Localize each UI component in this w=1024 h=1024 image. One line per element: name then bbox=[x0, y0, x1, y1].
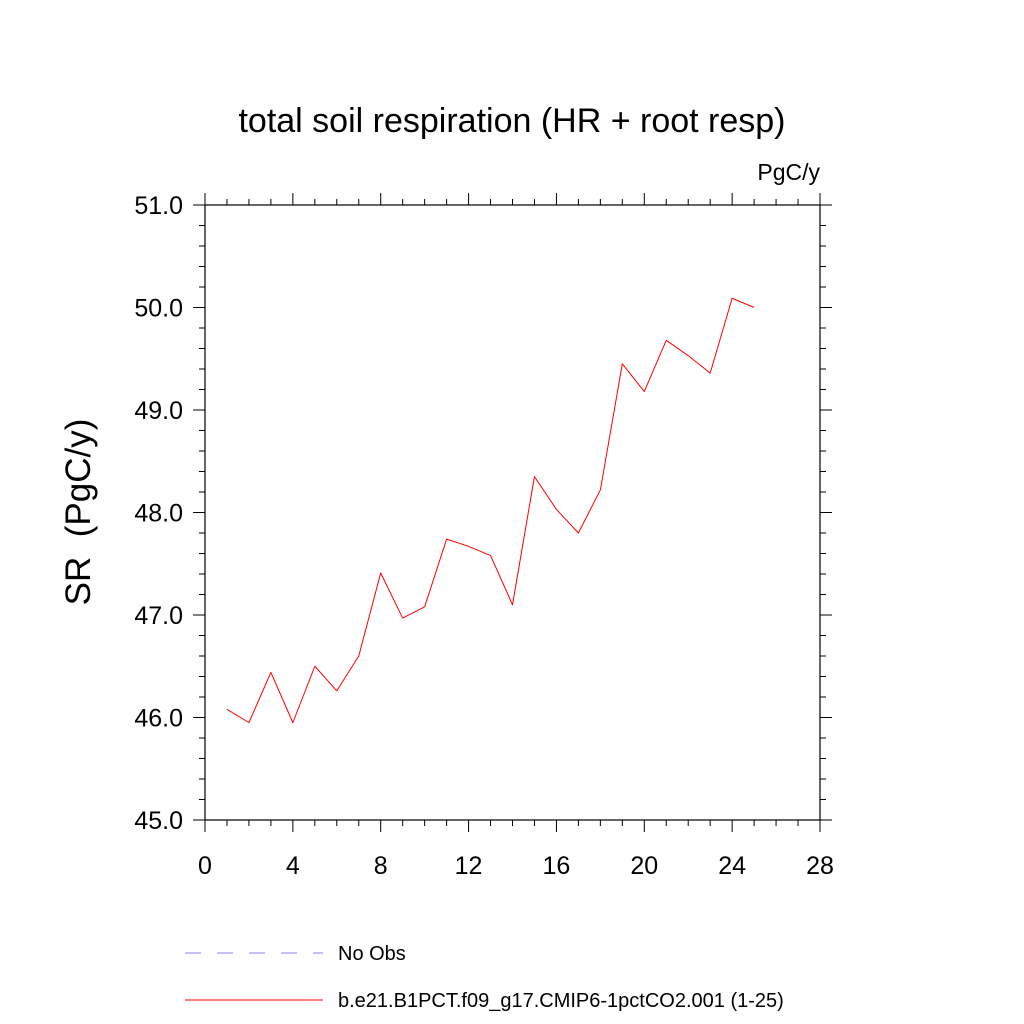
axis-tick-labels: 0 4 8 12 16 20 24 28 45.0 46.0 47.0 48.0 49.0 50.0 51.… bbox=[134, 192, 834, 880]
chart-title: total soil respiration (HR + root resp) bbox=[238, 102, 785, 140]
x-tick-label: 16 bbox=[543, 852, 571, 880]
legend-label-series: b.e21.B1PCT.f09_g17.CMIP6-1pctCO2.001 (1… bbox=[338, 990, 784, 1012]
plot-frame bbox=[204, 204, 821, 821]
legend: No Obs b.e21.B1PCT.f09_g17.CMIP6-1pctCO2… bbox=[185, 943, 784, 1012]
y-tick-label: 49.0 bbox=[134, 397, 183, 425]
axis-ticks bbox=[193, 193, 832, 832]
x-tick-label: 0 bbox=[198, 852, 212, 880]
x-tick-label: 4 bbox=[286, 852, 300, 880]
y-tick-label: 48.0 bbox=[134, 500, 183, 528]
y-tick-label: 51.0 bbox=[134, 192, 183, 220]
x-tick-label: 12 bbox=[455, 852, 483, 880]
y-tick-label: 47.0 bbox=[134, 602, 183, 630]
series-line-0 bbox=[226, 297, 755, 724]
x-tick-label: 20 bbox=[630, 852, 658, 880]
x-tick-label: 8 bbox=[374, 852, 388, 880]
x-tick-label: 24 bbox=[718, 852, 746, 880]
y-tick-label: 50.0 bbox=[134, 295, 183, 323]
x-tick-label: 28 bbox=[806, 852, 834, 880]
series-layer bbox=[226, 297, 755, 724]
units-label: PgC/y bbox=[757, 159, 820, 185]
y-tick-label: 45.0 bbox=[134, 807, 183, 835]
y-axis-label: SR (PgC/y) bbox=[59, 419, 98, 606]
y-tick-label: 46.0 bbox=[134, 705, 183, 733]
legend-label-no-obs: No Obs bbox=[338, 943, 406, 965]
